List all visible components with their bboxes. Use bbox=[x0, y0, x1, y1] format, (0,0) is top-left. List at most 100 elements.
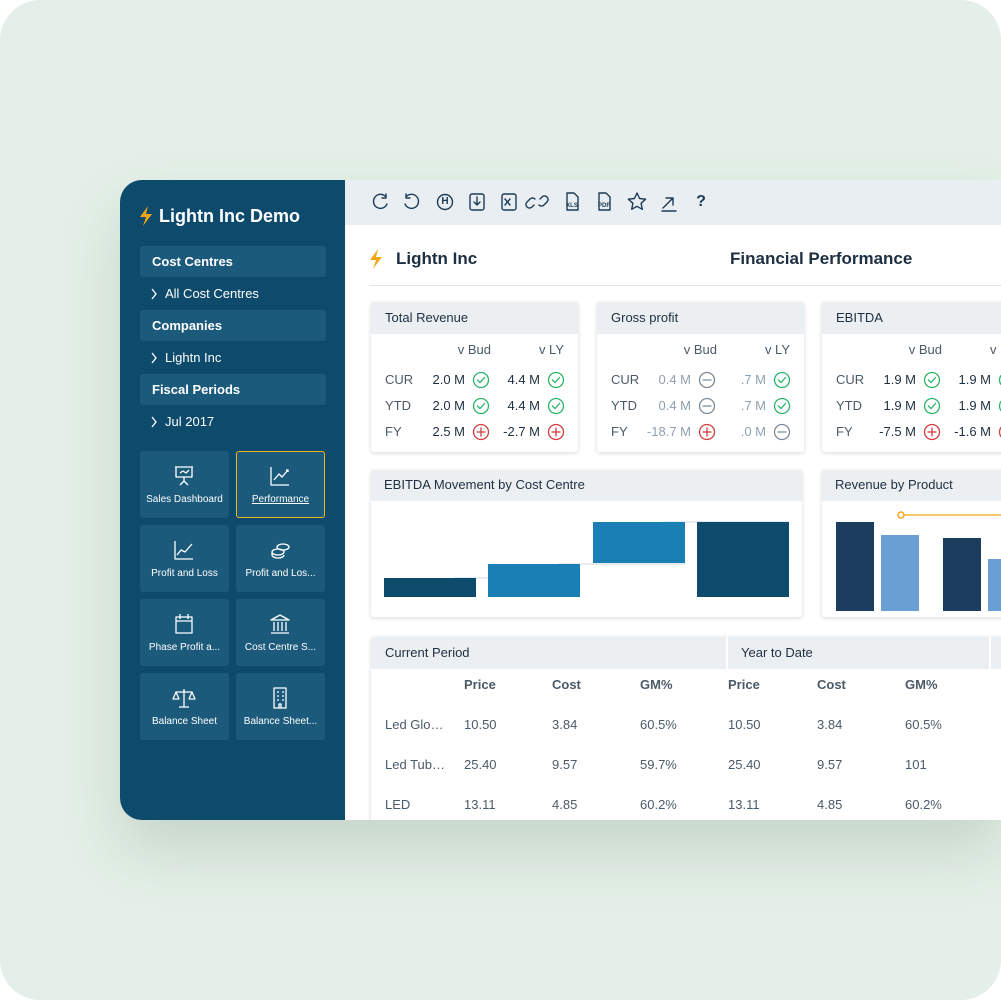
nav-item[interactable]: Jul 2017 bbox=[165, 414, 215, 429]
row-label: LED bbox=[385, 797, 411, 812]
kpi-value: 1.9 M bbox=[883, 372, 916, 387]
target-dot bbox=[897, 511, 905, 519]
status-icon bbox=[998, 426, 1001, 438]
tile-icon bbox=[175, 614, 193, 634]
chevron bbox=[151, 288, 157, 300]
waterfall-bar bbox=[384, 578, 476, 597]
status-circle bbox=[923, 371, 941, 389]
group-header-band bbox=[371, 637, 726, 669]
column-header: Cost bbox=[552, 677, 581, 692]
table-cell: 60.2% bbox=[640, 797, 677, 812]
status-glyph bbox=[551, 402, 561, 410]
app-title: Lightn Inc Demo bbox=[159, 206, 300, 226]
status-glyph bbox=[927, 427, 937, 437]
status-icon bbox=[773, 371, 791, 389]
tile-icon bbox=[271, 543, 290, 559]
kpi-row-label: YTD bbox=[385, 398, 411, 413]
status-circle bbox=[773, 423, 791, 441]
status-icon bbox=[923, 423, 941, 441]
chevron bbox=[151, 416, 157, 428]
tile-icon bbox=[270, 614, 290, 634]
kpi-value: 2.5 M bbox=[432, 424, 465, 439]
status-circle bbox=[923, 397, 941, 415]
bolt-shape bbox=[140, 206, 152, 226]
status-circle bbox=[998, 374, 1001, 386]
status-glyph bbox=[777, 402, 787, 410]
table-cell: 25.40 bbox=[464, 757, 497, 772]
table-cell: 13.11 bbox=[728, 797, 760, 812]
tile-label: Sales Dashboard bbox=[146, 494, 223, 505]
toolbar-label: ? bbox=[696, 193, 706, 210]
tile-label: Balance Sheet... bbox=[243, 716, 318, 727]
toolbar bbox=[345, 180, 1001, 225]
kpi-value: .7 M bbox=[740, 398, 766, 413]
bar bbox=[988, 559, 1001, 611]
status-glyph bbox=[927, 376, 937, 384]
status-icon bbox=[923, 397, 941, 415]
table-cell: 4.85 bbox=[552, 797, 578, 812]
table-cell: 3.84 bbox=[552, 717, 578, 732]
column-header: GM% bbox=[905, 677, 938, 692]
kpi-value: 1.9 M bbox=[883, 398, 916, 413]
status-circle bbox=[998, 400, 1001, 412]
nav-tile[interactable] bbox=[140, 451, 229, 518]
kpi-value: -2.7 M bbox=[503, 424, 540, 439]
status-icon bbox=[472, 423, 490, 441]
bar bbox=[836, 522, 874, 611]
table-cell: 59.7% bbox=[640, 757, 677, 772]
kpi-value: 4.4 M bbox=[507, 372, 540, 387]
status-circle bbox=[472, 423, 490, 441]
status-icon bbox=[998, 400, 1001, 412]
table-cell: 10.50 bbox=[728, 717, 761, 732]
kpi-value: -1.6 M bbox=[954, 424, 991, 439]
status-glyph bbox=[476, 402, 486, 410]
nav-item[interactable]: Lightn Inc bbox=[165, 350, 222, 365]
column-header: Price bbox=[464, 677, 496, 692]
status-circle bbox=[698, 423, 716, 441]
section-header[interactable] bbox=[140, 246, 326, 277]
group-header: Year to Date bbox=[741, 645, 813, 660]
kpi-value: 2.0 M bbox=[432, 398, 465, 413]
group-header-band bbox=[728, 637, 989, 669]
status-glyph bbox=[551, 376, 561, 384]
kpi-value: .7 M bbox=[740, 372, 766, 387]
section-header[interactable] bbox=[140, 310, 326, 341]
data-table: Current Period Year to Date Price Cost GM% Pr… bbox=[371, 637, 1001, 820]
status-glyph bbox=[777, 376, 787, 384]
table-cell: 9.57 bbox=[552, 757, 578, 772]
nav-item[interactable]: All Cost Centres bbox=[165, 286, 259, 301]
nav-tile[interactable] bbox=[236, 525, 325, 592]
toolbar-label: PDF bbox=[598, 203, 610, 209]
section-header[interactable] bbox=[140, 374, 326, 405]
kpi-column-header: v Bud bbox=[908, 342, 942, 357]
status-circle bbox=[773, 397, 791, 415]
status-icon bbox=[923, 371, 941, 389]
kpi-column-header: v Bud bbox=[457, 342, 491, 357]
row-label: Led Tub… bbox=[385, 757, 445, 772]
kpi-column-header: v LY bbox=[764, 342, 790, 357]
tile-label: Profit and Loss bbox=[151, 568, 218, 579]
table-cell: 101 bbox=[905, 757, 927, 772]
tile-icon bbox=[174, 541, 193, 560]
tile-label: Cost Centre S... bbox=[244, 642, 317, 653]
kpi-value: -7.5 M bbox=[879, 424, 916, 439]
status-icon bbox=[698, 371, 716, 389]
status-glyph bbox=[551, 427, 561, 437]
status-circle bbox=[472, 371, 490, 389]
tile-glyph bbox=[175, 614, 193, 634]
status-circle bbox=[698, 371, 716, 389]
tile-glyph bbox=[271, 543, 290, 559]
chart-plot bbox=[836, 511, 1001, 611]
section-heading: Fiscal Periods bbox=[152, 382, 241, 397]
table-cell: 60.5% bbox=[640, 717, 677, 732]
kpi-card-header bbox=[371, 302, 578, 334]
table-cell: 60.5% bbox=[905, 717, 942, 732]
bar bbox=[943, 538, 981, 611]
page-title: Financial Performance bbox=[730, 249, 913, 268]
status-icon bbox=[547, 371, 565, 389]
kpi-title: Total Revenue bbox=[385, 310, 469, 325]
tile-glyph bbox=[273, 687, 287, 709]
status-glyph bbox=[702, 427, 712, 437]
tile-icon bbox=[175, 466, 193, 486]
